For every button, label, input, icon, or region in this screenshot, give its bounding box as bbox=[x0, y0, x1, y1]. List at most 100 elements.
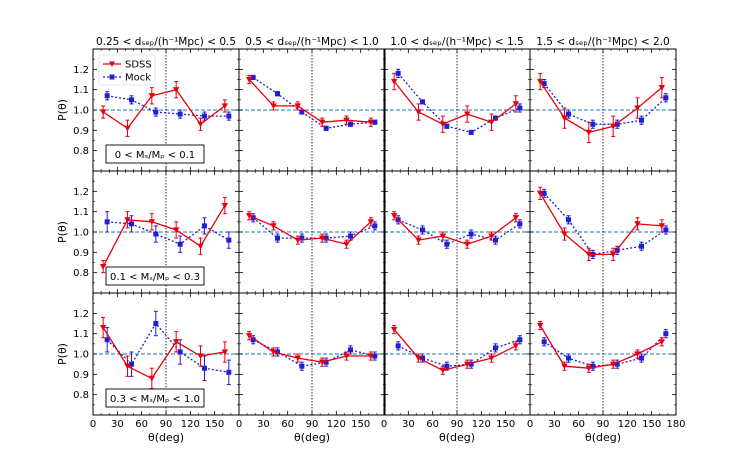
mock-point bbox=[202, 223, 207, 229]
sdss-point bbox=[124, 363, 131, 370]
y-tick-label: 0.9 bbox=[73, 248, 89, 259]
mock-point bbox=[566, 355, 571, 361]
mock-point bbox=[420, 99, 425, 105]
sdss-point bbox=[536, 322, 544, 329]
mock-point bbox=[517, 105, 523, 111]
mock-point bbox=[226, 369, 232, 375]
legend-mock-label: Mock bbox=[125, 73, 151, 84]
sdss-point bbox=[585, 365, 593, 372]
sdss-point bbox=[609, 251, 617, 258]
y-tick-label: 1.1 bbox=[73, 85, 89, 96]
mock-point bbox=[323, 125, 329, 131]
mock-point bbox=[348, 233, 353, 239]
sdss-point bbox=[536, 78, 544, 85]
row-label: 0.1 < Mₛ/Mₚ < 0.3 bbox=[110, 272, 200, 283]
panel-r1-c2 bbox=[383, 170, 531, 294]
panel-r2-c2: 0 30 60 90 120 150 θ(deg) bbox=[381, 292, 531, 444]
y-tick-label: 0.8 bbox=[73, 268, 89, 279]
sdss-point bbox=[99, 263, 107, 270]
sdss-point bbox=[343, 241, 350, 248]
mock-point bbox=[468, 231, 474, 237]
x-axis-label: θ(deg) bbox=[585, 431, 621, 444]
mock-point bbox=[104, 337, 110, 343]
sdss-point bbox=[561, 231, 568, 238]
mock-point bbox=[663, 95, 669, 101]
mock-point bbox=[420, 355, 425, 361]
sdss-point bbox=[585, 129, 593, 136]
column-title: 1.0 < dₛₑₚ/(h⁻¹Mpc) < 1.5 bbox=[390, 36, 523, 48]
legend: SDSS Mock bbox=[98, 54, 156, 86]
sdss-point bbox=[439, 367, 447, 374]
sdss-line bbox=[102, 327, 225, 380]
mock-point bbox=[517, 337, 523, 343]
sdss-point bbox=[439, 233, 447, 240]
sdss-point bbox=[463, 361, 471, 368]
mock-point bbox=[348, 121, 353, 127]
mock-point bbox=[395, 70, 401, 76]
mock-point bbox=[177, 241, 183, 247]
x-tick-label: 150 bbox=[205, 419, 224, 430]
panel-r1-c1 bbox=[238, 170, 386, 294]
sdss-point bbox=[270, 223, 277, 230]
sdss-point bbox=[609, 123, 617, 130]
mock-point bbox=[104, 219, 110, 225]
mock-point bbox=[541, 81, 547, 87]
sdss-point bbox=[390, 213, 398, 219]
mock-point bbox=[444, 123, 450, 129]
y-tick-label: 1.2 bbox=[73, 309, 89, 320]
mock-line bbox=[543, 83, 667, 125]
sdss-point bbox=[221, 202, 229, 209]
sdss-point bbox=[148, 375, 156, 382]
sdss-point bbox=[390, 78, 398, 85]
y-tick-label: 0.9 bbox=[73, 126, 89, 137]
mock-point bbox=[493, 115, 498, 121]
y-tick-label: 1.0 bbox=[73, 350, 89, 361]
row-label-box bbox=[105, 388, 205, 408]
sdss-point bbox=[634, 221, 641, 228]
mock-line bbox=[543, 333, 667, 367]
mock-point bbox=[226, 237, 232, 243]
x-tick-label: 0 bbox=[381, 419, 387, 430]
mock-line bbox=[252, 217, 376, 239]
y-tick-label: 1.0 bbox=[73, 228, 89, 239]
sdss-line bbox=[393, 81, 517, 125]
sdss-line bbox=[539, 325, 663, 369]
sdss-point bbox=[124, 217, 131, 223]
sdss-point bbox=[172, 339, 180, 345]
mock-point bbox=[663, 331, 669, 337]
mock-point bbox=[590, 363, 596, 369]
sdss-point bbox=[294, 103, 302, 110]
x-tick-label: 90 bbox=[597, 419, 610, 430]
x-tick-label: 180 bbox=[666, 419, 685, 430]
mock-point bbox=[639, 243, 644, 249]
x-tick-label: 60 bbox=[135, 419, 148, 430]
y-tick-label: 0.8 bbox=[73, 146, 89, 157]
mock-point bbox=[129, 97, 134, 103]
y-tick-label: 0.8 bbox=[73, 390, 89, 401]
mock-point bbox=[104, 93, 110, 99]
sdss-point bbox=[172, 227, 180, 234]
panel-r0-c0: 0.8 0.9 1.0 1.1 1.2 P(θ) 0.25 < dₛₑₚ/(h⁻¹Mpc) … bbox=[56, 36, 240, 172]
y-axis-label: P(θ) bbox=[56, 343, 69, 365]
x-tick-label: 30 bbox=[257, 419, 270, 430]
sdss-line bbox=[539, 193, 662, 256]
panel-r0-c2: 1.0 < dₛₑₚ/(h⁻¹Mpc) < 1.5 bbox=[383, 36, 531, 172]
sdss-point bbox=[634, 105, 641, 112]
mock-point bbox=[517, 221, 523, 227]
sdss-point bbox=[318, 235, 326, 242]
y-tick-label: 1.2 bbox=[73, 187, 89, 198]
mock-point bbox=[639, 117, 644, 123]
sdss-point bbox=[585, 251, 593, 258]
mock-line bbox=[397, 339, 521, 367]
mock-point bbox=[639, 355, 644, 361]
x-tick-label: 60 bbox=[572, 419, 585, 430]
mock-point bbox=[444, 241, 450, 247]
x-tick-label: 120 bbox=[472, 419, 491, 430]
x-axis-label: θ(deg) bbox=[148, 431, 184, 444]
mock-point bbox=[372, 223, 378, 229]
mock-point bbox=[275, 349, 280, 355]
mock-point bbox=[250, 337, 256, 343]
panel-r2-c1: 0 30 60 90 120 150 θ(deg) bbox=[236, 292, 386, 444]
panel-r2-c0: 0.8 0.9 1.0 1.1 1.2 P(θ) 0 30 60 90 120 150 θ(deg) 0.… bbox=[56, 292, 240, 444]
sdss-point bbox=[488, 119, 495, 126]
